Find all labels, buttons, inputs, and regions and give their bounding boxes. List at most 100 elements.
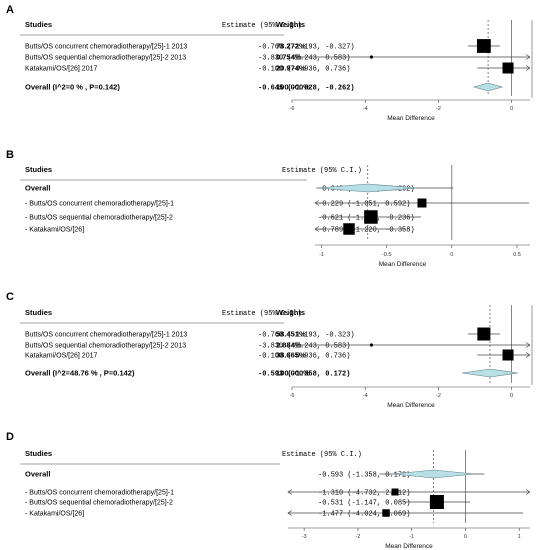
overall-weight: 100.000%: [276, 83, 310, 92]
point-estimate: [429, 495, 444, 509]
study-weight: 0.754%: [276, 53, 302, 62]
study-estimate: -0.100 (-0.936, 0.736): [258, 66, 350, 74]
point-estimate: [382, 509, 390, 517]
x-tick-label: -6: [290, 106, 295, 112]
ci-arrow-left: [291, 54, 297, 60]
point-estimate: [343, 223, 355, 235]
ci-arrow-left: [314, 226, 320, 232]
x-tick-label: -2: [436, 106, 441, 112]
overall-weight: 100.000%: [276, 369, 310, 378]
header-estimate: Estimate (95% C.I.): [222, 22, 302, 30]
study-estimate: -0.100 (-0.936, 0.736): [258, 353, 350, 361]
x-tick-label: 0: [464, 534, 467, 540]
point-estimate: [502, 62, 514, 74]
ci-arrow-left: [314, 200, 320, 206]
x-tick-label: 0.5: [513, 252, 521, 258]
study-estimate: -0.789 (-1.220, -0.358): [318, 227, 415, 235]
point-estimate: [477, 327, 491, 341]
x-tick-label: -2: [355, 534, 360, 540]
study-label: - Butts/OS sequential chemoradiotherapy/…: [25, 500, 173, 507]
header-estimate: Estimate (95% C.I.): [282, 451, 362, 459]
ci-arrow-right: [525, 342, 531, 348]
panel-label: B: [6, 149, 14, 161]
x-axis-label: Mean Difference: [387, 115, 435, 122]
study-label: Butts/OS concurrent chemoradiotherapy/[2…: [25, 332, 187, 339]
overall-diamond: [461, 368, 519, 378]
study-estimate: -0.229 (-1.051, 0.592): [318, 201, 410, 209]
overall-diamond: [317, 183, 418, 193]
x-tick-label: -4: [363, 106, 368, 112]
overall-label: Overall (I^2=0 % , P=0.142): [25, 83, 120, 92]
x-axis-label: Mean Difference: [385, 543, 433, 550]
study-label: Butts/OS concurrent chemoradiotherapy/[2…: [25, 44, 187, 51]
x-axis-label: Mean Difference: [379, 261, 427, 268]
study-weight: 2.884%: [276, 341, 302, 350]
panel-label: A: [6, 4, 14, 16]
x-axis-label: Mean Difference: [387, 402, 435, 409]
study-label: - Butts/OS concurrent chemoradiotherapy/…: [25, 201, 174, 208]
ci-arrow-left: [287, 489, 293, 495]
panel-label: D: [6, 431, 14, 443]
x-tick-label: -4: [363, 393, 368, 399]
x-tick-label: -1: [319, 252, 324, 258]
study-estimate: -0.531 (-1.147, 0.085): [318, 500, 410, 508]
point-estimate: [369, 55, 374, 59]
ci-arrow-right: [525, 352, 531, 358]
study-weight: 38.665%: [276, 351, 306, 360]
study-weight: 20.974%: [276, 64, 306, 73]
point-estimate: [502, 349, 514, 361]
ci-arrow-left: [291, 342, 297, 348]
study-estimate: -3.830 (-8.243, 0.583): [258, 343, 350, 351]
overall-label: Overall: [25, 184, 50, 193]
panel-label: C: [6, 291, 14, 303]
x-tick-label: -6: [290, 393, 295, 399]
overall-estimate: -0.593 (-1.358, 0.172): [258, 371, 350, 379]
x-tick-label: 0: [450, 252, 453, 258]
study-label: - Katakami/OS/[26]: [25, 511, 84, 518]
study-label: - Butts/OS concurrent chemoradiotherapy/…: [25, 490, 174, 497]
overall-estimate: -0.645 (-1.028, -0.262): [258, 85, 355, 93]
point-estimate: [417, 198, 427, 208]
overall-label: Overall: [25, 470, 50, 479]
study-label: Katakami/OS/[26] 2017: [25, 353, 97, 360]
study-label: Katakami/OS/[26] 2017: [25, 66, 97, 73]
ci-arrow-right: [525, 489, 531, 495]
header-estimate: Estimate (95% C.I.): [222, 310, 302, 318]
ci-arrow-right: [525, 65, 531, 71]
ci-arrow-right: [525, 54, 531, 60]
x-tick-label: -1: [409, 534, 414, 540]
ci-arrow-left: [287, 510, 293, 516]
header-weights: Weights: [276, 308, 305, 317]
x-tick-label: -2: [436, 393, 441, 399]
study-estimate: -1.310 (-4.732, 2.112): [318, 490, 410, 498]
overall-estimate: -0.593 (-1.358, 0.172): [318, 472, 410, 480]
header-studies: Studies: [25, 20, 52, 29]
header-studies: Studies: [25, 165, 52, 174]
point-estimate: [391, 488, 399, 496]
study-estimate: -0.760 (-1.193, -0.323): [258, 332, 355, 340]
study-estimate: -3.830 (-8.243, 0.583): [258, 55, 350, 63]
x-tick-label: -3: [302, 534, 307, 540]
header-studies: Studies: [25, 308, 52, 317]
x-tick-label: 0: [510, 106, 513, 112]
x-tick-label: 1: [518, 534, 521, 540]
study-estimate: -1.477 (-4.024, 1.069): [318, 511, 410, 519]
point-estimate: [369, 343, 374, 347]
study-label: - Katakami/OS/[26]: [25, 227, 84, 234]
study-label: Butts/OS sequential chemoradiotherapy/[2…: [25, 55, 186, 62]
overall-diamond: [472, 82, 504, 92]
study-label: - Butts/OS sequential chemoradiotherapy/…: [25, 215, 173, 222]
study-weight: 78.272%: [276, 42, 306, 51]
study-label: Butts/OS sequential chemoradiotherapy/[2…: [25, 343, 186, 350]
x-tick-label: -0.5: [382, 252, 391, 258]
header-weights: Weights: [276, 20, 305, 29]
overall-diamond: [392, 469, 475, 479]
overall-label: Overall (I^2=48.76 % , P=0.142): [25, 369, 135, 378]
point-estimate: [364, 210, 378, 224]
header-studies: Studies: [25, 449, 52, 458]
x-tick-label: 0: [510, 393, 513, 399]
header-estimate: Estimate (95% C.I.): [282, 167, 362, 175]
study-weight: 58.451%: [276, 330, 306, 339]
point-estimate: [476, 39, 491, 53]
